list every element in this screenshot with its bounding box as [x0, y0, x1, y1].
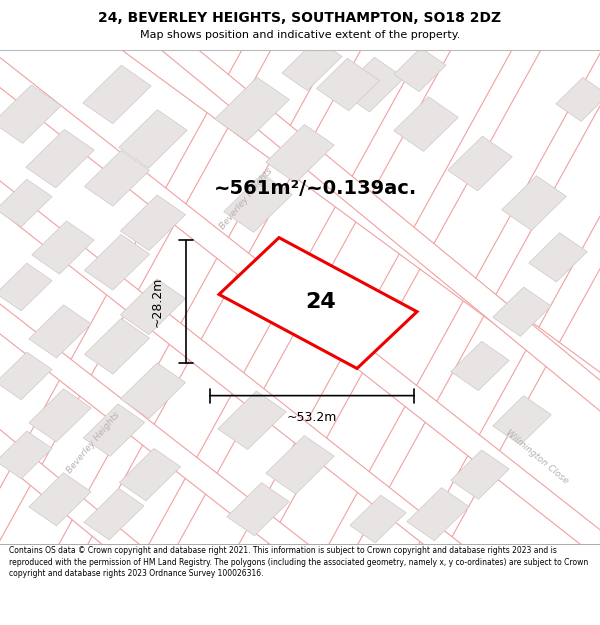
Text: Map shows position and indicative extent of the property.: Map shows position and indicative extent… [140, 30, 460, 40]
Polygon shape [138, 21, 462, 573]
Polygon shape [266, 124, 334, 183]
Text: Contains OS data © Crown copyright and database right 2021. This information is : Contains OS data © Crown copyright and d… [9, 546, 588, 578]
Polygon shape [282, 39, 342, 91]
Polygon shape [394, 48, 446, 92]
Polygon shape [119, 109, 187, 168]
Polygon shape [493, 287, 551, 336]
Text: Beverley Heights: Beverley Heights [65, 410, 121, 475]
Polygon shape [121, 279, 185, 334]
Text: ~561m²/~0.139ac.: ~561m²/~0.139ac. [214, 179, 416, 198]
Polygon shape [85, 319, 149, 374]
Polygon shape [26, 129, 94, 188]
Text: 24, BEVERLEY HEIGHTS, SOUTHAMPTON, SO18 2DZ: 24, BEVERLEY HEIGHTS, SOUTHAMPTON, SO18 … [98, 11, 502, 25]
Polygon shape [121, 195, 185, 251]
Polygon shape [0, 85, 61, 143]
Text: 24: 24 [305, 292, 337, 312]
Polygon shape [0, 21, 282, 573]
Polygon shape [29, 472, 91, 526]
Polygon shape [529, 232, 587, 282]
Polygon shape [29, 389, 91, 442]
Polygon shape [215, 78, 289, 141]
Polygon shape [502, 176, 566, 231]
Polygon shape [227, 482, 289, 536]
Polygon shape [85, 234, 149, 290]
Text: ~28.2m: ~28.2m [151, 277, 164, 327]
Polygon shape [0, 179, 52, 227]
Polygon shape [350, 495, 406, 543]
Polygon shape [316, 58, 380, 111]
Polygon shape [85, 151, 149, 206]
Polygon shape [340, 58, 404, 112]
Polygon shape [0, 352, 52, 400]
Polygon shape [119, 448, 181, 501]
Polygon shape [228, 21, 552, 573]
Text: ~53.2m: ~53.2m [287, 411, 337, 424]
Polygon shape [83, 404, 145, 456]
Polygon shape [407, 488, 469, 541]
Text: Beverley Heights: Beverley Heights [218, 166, 274, 231]
Polygon shape [84, 488, 144, 540]
Polygon shape [32, 221, 94, 274]
Polygon shape [121, 363, 185, 419]
Polygon shape [83, 65, 151, 124]
Polygon shape [448, 136, 512, 191]
Polygon shape [0, 18, 600, 576]
Polygon shape [0, 264, 519, 625]
Polygon shape [48, 21, 372, 573]
Polygon shape [224, 174, 292, 232]
Polygon shape [0, 263, 52, 311]
Polygon shape [0, 431, 52, 479]
Polygon shape [110, 0, 600, 452]
Polygon shape [493, 396, 551, 445]
Polygon shape [0, 363, 340, 625]
Polygon shape [556, 78, 600, 121]
Polygon shape [266, 436, 334, 494]
Polygon shape [451, 450, 509, 499]
Polygon shape [219, 238, 417, 369]
Polygon shape [451, 341, 509, 391]
Polygon shape [0, 0, 600, 527]
Polygon shape [318, 21, 600, 573]
Polygon shape [394, 97, 458, 151]
Polygon shape [408, 21, 600, 573]
Text: Wilmington Close: Wilmington Close [504, 429, 570, 486]
Polygon shape [0, 141, 600, 625]
Polygon shape [218, 391, 286, 449]
Polygon shape [29, 305, 91, 358]
